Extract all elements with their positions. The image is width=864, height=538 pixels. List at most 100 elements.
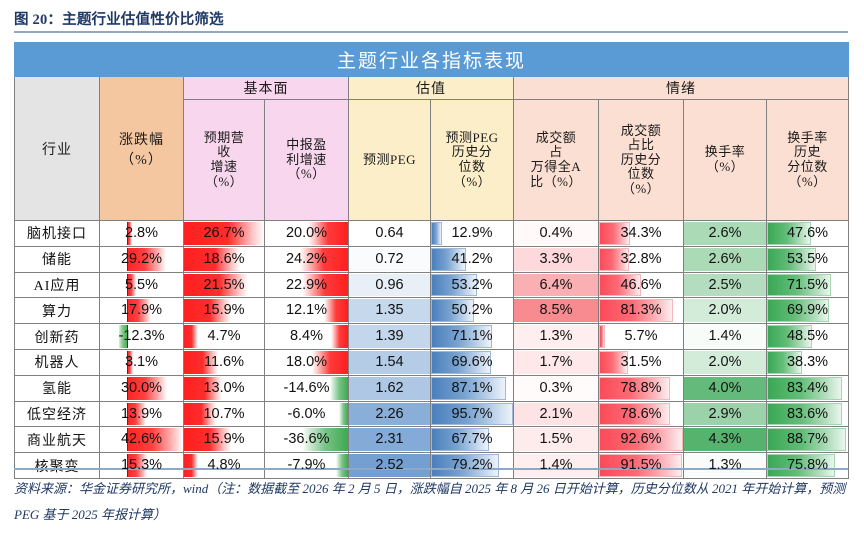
- col-header-turnover-rate-percentile: 换手率 历史 分位数 （%）: [765, 99, 850, 221]
- table-cell: 2.0%: [683, 297, 767, 325]
- cell-value: 83.6%: [786, 405, 829, 422]
- cell-value: 91.5%: [620, 457, 662, 474]
- table-row: 储能 29.2% 18.6% 24.2% 0.72 41.2% 3.3% 32.8% 2.6% 5…: [14, 245, 850, 273]
- cell-value: 95.7%: [451, 405, 493, 422]
- cell-value: 26.7%: [203, 225, 245, 241]
- zero-baseline: [127, 402, 129, 426]
- data-bar: [184, 350, 219, 374]
- zero-baseline: [127, 299, 129, 323]
- table-cell: 38.3%: [765, 348, 850, 376]
- data-bar: [127, 402, 146, 426]
- cell-value: 21.5%: [203, 276, 245, 293]
- table-row: 算力 17.9% 15.9% 12.1% 1.35 50.2% 8.5% 81.3% 2.0% 6…: [14, 297, 850, 325]
- table-cell: 2.0%: [683, 348, 767, 376]
- cell-fill: [349, 428, 430, 452]
- cell-value: 38.3%: [786, 353, 829, 370]
- cell-value: 50.2%: [451, 302, 493, 319]
- group-header-valuation: 估值: [348, 76, 514, 100]
- table-cell: 42.6%: [99, 426, 184, 454]
- cell-fill: [684, 325, 766, 348]
- cell-value: 15.9%: [203, 431, 245, 448]
- col-header-peg: 预测PEG: [348, 99, 431, 221]
- data-bar: [299, 247, 348, 271]
- cell-value: 1.3%: [708, 457, 742, 474]
- data-bar: [431, 299, 475, 323]
- data-bar: [184, 402, 216, 426]
- cell-value: 53.2%: [451, 276, 493, 293]
- data-bar: [184, 428, 232, 452]
- data-bar: [431, 247, 467, 271]
- cell-value: 29.2%: [120, 250, 163, 267]
- table-cell: 0.3%: [513, 374, 599, 402]
- cell-value: 46.6%: [620, 276, 662, 293]
- table-cell: 1.3%: [683, 452, 767, 479]
- cell-value: 48.5%: [786, 328, 829, 345]
- cell-fill: [514, 402, 598, 426]
- data-bar: [767, 402, 842, 426]
- cell-value: 31.5%: [620, 353, 662, 370]
- cell-value: 2.6%: [708, 250, 742, 267]
- cell-value: 1.62: [375, 379, 404, 396]
- table-cell: 1.35: [348, 297, 431, 325]
- data-bar: [431, 273, 477, 297]
- cell-value: 69.6%: [451, 353, 493, 370]
- table-cell: 30.0%: [99, 374, 184, 402]
- table-cell: 50.2%: [430, 297, 514, 325]
- table-container: 主题行业各指标表现 行业 涨跌幅 （%） 基本面 估值 情绪 预期营收增速 （%） …: [13, 42, 850, 479]
- table-cell: 31.5%: [598, 348, 684, 376]
- row-industry-name: 创新药: [14, 323, 100, 350]
- cell-value: 2.5%: [708, 276, 742, 293]
- table-cell: 0.64: [348, 220, 431, 247]
- data-bar: [599, 376, 671, 400]
- figure-caption: 图 20：主题行业估值性价比筛选: [14, 12, 224, 28]
- cell-value: 12.1%: [285, 302, 328, 319]
- cell-fill: [349, 454, 430, 477]
- cell-value: -14.6%: [283, 379, 330, 396]
- cell-value: 2.0%: [708, 353, 742, 370]
- cell-value: 0.4%: [539, 225, 573, 241]
- data-bar: [184, 376, 223, 400]
- row-industry-name: 氢能: [14, 374, 100, 402]
- cell-value: 5.5%: [124, 276, 159, 293]
- data-bar: [431, 325, 492, 348]
- cell-fill: [349, 299, 430, 323]
- cell-fill: [514, 428, 598, 452]
- table-cell: 78.6%: [598, 400, 684, 428]
- cell-value: 13.9%: [120, 405, 163, 422]
- cell-value: 32.8%: [620, 250, 662, 267]
- data-bar: [599, 402, 671, 426]
- table-cell: 1.7%: [513, 348, 599, 376]
- table-cell: 18.6%: [183, 245, 265, 273]
- cell-fill: [514, 247, 598, 271]
- cell-fill: [514, 350, 598, 374]
- col-header-change: 涨跌幅 （%）: [99, 76, 184, 221]
- cell-value: 0.64: [375, 225, 404, 241]
- table-body: 脑机接口 2.8% 26.7% 20.0% 0.64 12.9% 0.4% 34.3% 2.6%…: [14, 220, 850, 479]
- cell-value: 0.3%: [539, 379, 573, 396]
- cell-value: 81.3%: [620, 302, 662, 319]
- table-row: 低空经济 13.9% 10.7% -6.0% 2.26 95.7% 2.1% 78.6% 2.9…: [14, 400, 850, 428]
- zero-baseline: [127, 376, 129, 400]
- data-bar: [599, 325, 605, 348]
- cell-value: 6.4%: [539, 276, 573, 293]
- cell-value: 2.9%: [708, 405, 742, 422]
- cell-fill: [349, 402, 430, 426]
- cell-value: 17.9%: [120, 302, 163, 319]
- cell-value: 78.6%: [620, 405, 662, 422]
- table-cell: 26.7%: [183, 220, 265, 247]
- table-cell: 12.1%: [264, 297, 349, 325]
- cell-value: 69.9%: [786, 302, 829, 319]
- data-bar: [331, 325, 348, 348]
- table-cell: 83.4%: [765, 374, 850, 402]
- group-header-basic: 基本面: [183, 76, 349, 100]
- table-row: 脑机接口 2.8% 26.7% 20.0% 0.64 12.9% 0.4% 34.3% 2.6%…: [14, 220, 850, 247]
- table-cell: 47.6%: [765, 220, 850, 247]
- row-industry-name: 储能: [14, 245, 100, 273]
- table-cell: 15.3%: [99, 452, 184, 479]
- cell-fill: [684, 222, 766, 245]
- data-bar: [431, 454, 500, 477]
- row-industry-name: 商业航天: [14, 426, 100, 454]
- cell-fill: [684, 299, 766, 323]
- data-bar: [599, 350, 628, 374]
- table-cell: 71.1%: [430, 323, 514, 350]
